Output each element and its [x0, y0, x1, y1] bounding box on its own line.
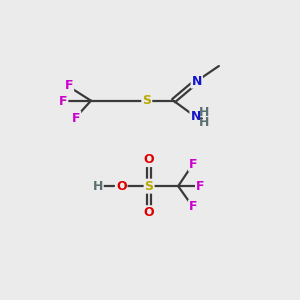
Text: O: O [144, 153, 154, 166]
Text: H: H [93, 180, 103, 193]
Text: S: S [145, 180, 154, 193]
Text: S: S [142, 94, 151, 107]
Text: F: F [189, 158, 197, 171]
Text: H: H [199, 116, 210, 129]
Text: F: F [64, 79, 73, 92]
Text: O: O [116, 180, 127, 193]
Text: N: N [190, 110, 201, 123]
Text: F: F [196, 180, 205, 193]
Text: H: H [199, 106, 210, 119]
Text: O: O [144, 206, 154, 219]
Text: N: N [192, 74, 202, 88]
Text: F: F [59, 95, 67, 108]
Text: –: – [197, 113, 203, 123]
Text: F: F [189, 200, 197, 213]
Text: F: F [72, 112, 80, 124]
